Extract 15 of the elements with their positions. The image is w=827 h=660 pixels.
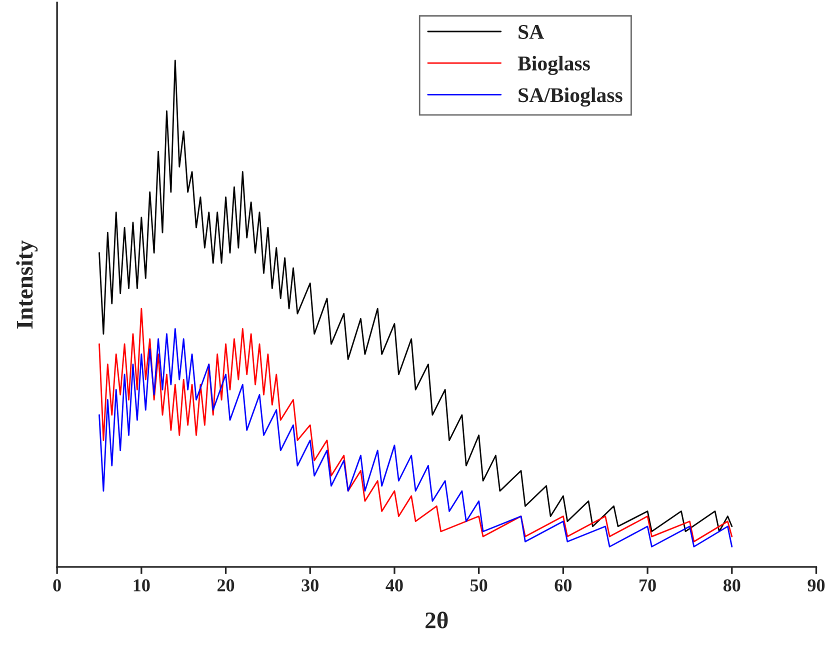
- x-tick-label: 10: [134, 579, 150, 592]
- x-tick-label: 50: [470, 579, 488, 592]
- x-tick-label: 60: [554, 579, 572, 592]
- legend-label: Bioglass: [518, 56, 590, 75]
- legend-label: SA/Bioglass: [518, 88, 622, 107]
- x-axis-title: 2θ: [426, 612, 448, 628]
- x-tick-label: 70: [640, 579, 656, 592]
- x-tick-label: 30: [302, 579, 318, 592]
- x-tick-label: 40: [386, 579, 403, 592]
- x-tick-label: 0: [53, 579, 61, 592]
- x-tick-label: 80: [723, 579, 740, 592]
- legend-label: SA: [518, 25, 544, 39]
- x-tick-label: 90: [808, 579, 825, 592]
- y-axis-title: Intensity: [16, 240, 38, 329]
- x-tick-label: 20: [218, 579, 234, 592]
